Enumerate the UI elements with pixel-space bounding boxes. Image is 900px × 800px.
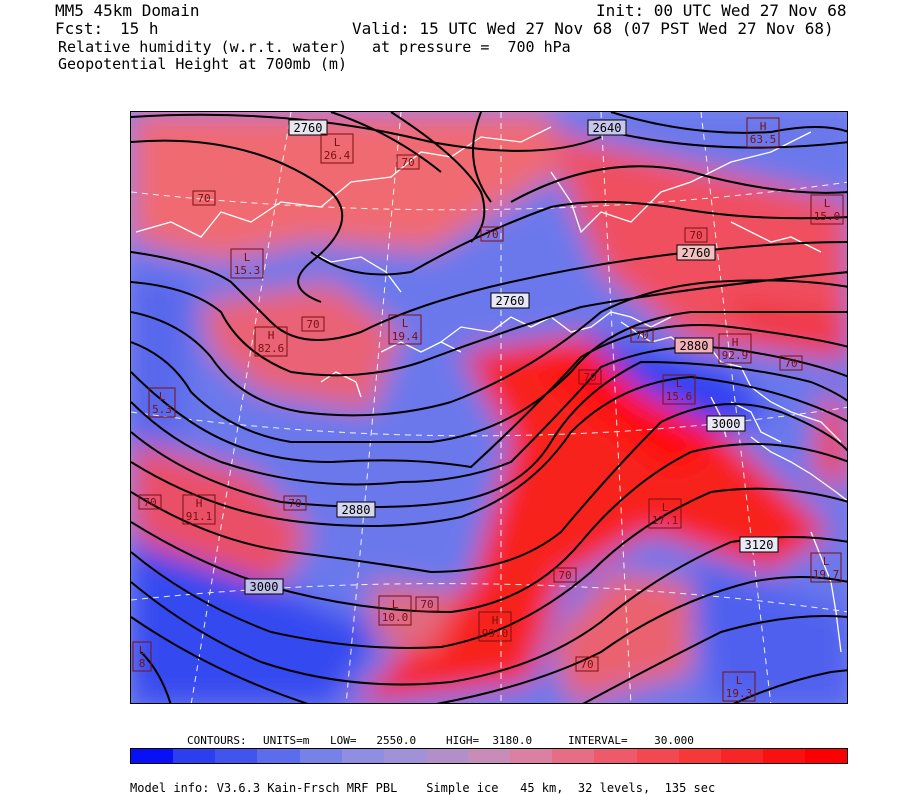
extremum-kind: H	[492, 614, 499, 627]
extremum-value: 8	[139, 657, 146, 670]
contours-low: LOW= 2550.0	[330, 734, 417, 747]
extremum-value: 15.6	[666, 390, 693, 403]
height-label: 2880	[342, 503, 371, 517]
humidity-label: 70	[197, 192, 210, 205]
height-label: 2640	[593, 121, 622, 135]
color-bar-swatch	[383, 749, 426, 763]
humidity-label: 70	[401, 156, 414, 169]
extremum-kind: H	[760, 120, 767, 133]
color-bar-swatch	[173, 749, 216, 763]
color-bar-swatch	[341, 749, 384, 763]
humidity-label: 70	[635, 329, 648, 342]
color-bar-swatch	[552, 749, 595, 763]
color-bar-swatch	[299, 749, 342, 763]
height-label: 2760	[294, 121, 323, 135]
humidity-label: 70	[420, 598, 433, 611]
color-bar-swatch	[131, 749, 174, 763]
height-label-group: 2760 2640 2760 2760 2880 3000 2880 3000 …	[244, 119, 779, 595]
extremum-kind: L	[159, 390, 166, 403]
map-canvas: 2760 2640 2760 2760 2880 3000 2880 3000 …	[131, 112, 847, 703]
extremum-kind: L	[139, 644, 146, 657]
extremum-kind: L	[676, 377, 683, 390]
extremum-kind: H	[196, 497, 203, 510]
pressure-level: at pressure = 700 hPa	[372, 38, 571, 56]
extremum-value: 99.0	[482, 627, 509, 640]
field-humidity-title: Relative humidity (w.r.t. water)	[58, 38, 347, 56]
height-label: 2760	[496, 294, 525, 308]
extremum-value: 63.5	[750, 133, 777, 146]
color-bar-swatch	[510, 749, 553, 763]
extremum-value: 19.4	[392, 330, 419, 343]
height-label: 3120	[745, 538, 774, 552]
contours-units: UNITS=m	[263, 734, 310, 747]
color-bar-swatch	[215, 749, 258, 763]
color-bar-swatch	[468, 749, 511, 763]
extremum-value: 92.9	[722, 349, 749, 362]
humidity-label: 70	[558, 569, 571, 582]
extremum-kind: L	[392, 598, 399, 611]
extremum-value: 91.1	[186, 510, 213, 523]
graticule	[131, 112, 847, 703]
extremum-kind: L	[824, 197, 831, 210]
extremum-value: 17.1	[652, 514, 679, 527]
humidity-label-group: 70 70 70 70 70 70 70 70 70 70 70 70 70	[138, 154, 803, 672]
humidity-label: 70	[583, 371, 596, 384]
extremum-kind: H	[732, 336, 739, 349]
valid-time: Valid: 15 UTC Wed 27 Nov 68 (07 PST Wed …	[352, 19, 834, 38]
extremum-value: 19.7	[813, 568, 840, 581]
extremum-kind: L	[823, 555, 830, 568]
forecast-hour: 15 h	[120, 19, 159, 38]
color-bar-swatch	[762, 749, 805, 763]
height-label: 2760	[682, 246, 711, 260]
extremum-value: 5.3	[152, 403, 172, 416]
extremum-kind: L	[662, 501, 669, 514]
model-info: Model info: V3.6.3 Kain-Frsch MRF PBL Si…	[130, 781, 716, 795]
height-label: 2880	[680, 339, 709, 353]
humidity-label: 70	[306, 318, 319, 331]
extremum-value: 15.0	[814, 210, 841, 223]
humidity-label: 70	[784, 357, 797, 370]
extremum-kind: L	[334, 136, 341, 149]
domain-title: MM5 45km Domain	[55, 1, 200, 20]
color-bar-swatch	[636, 749, 679, 763]
extremum-value: 19.3	[726, 687, 753, 700]
height-label: 3000	[712, 417, 741, 431]
color-bar	[130, 748, 848, 764]
extremum-value: 10.0	[382, 611, 409, 624]
extremum-value: 26.4	[324, 149, 351, 162]
color-bar-swatch	[594, 749, 637, 763]
color-bar-swatch	[678, 749, 721, 763]
height-label: 3000	[250, 580, 279, 594]
contours-high: HIGH= 3180.0	[446, 734, 533, 747]
humidity-label: 70	[580, 658, 593, 671]
humidity-label: 70	[485, 228, 498, 241]
extremum-kind: L	[244, 251, 251, 264]
color-bar-swatch	[257, 749, 300, 763]
map-panel: 2760 2640 2760 2760 2880 3000 2880 3000 …	[130, 111, 848, 704]
humidity-label: 70	[288, 497, 301, 510]
forecast-label: Fcst:	[55, 19, 104, 38]
color-bar-swatch	[425, 749, 468, 763]
extremum-value: 82.6	[258, 342, 285, 355]
contours-label: CONTOURS:	[187, 734, 247, 747]
color-bar-swatch	[720, 749, 763, 763]
init-time: Init: 00 UTC Wed 27 Nov 68	[596, 1, 847, 20]
extremum-kind: L	[736, 674, 743, 687]
extremum-kind: H	[268, 329, 275, 342]
humidity-label: 70	[689, 229, 702, 242]
field-height-title: Geopotential Height at 700mb (m)	[58, 55, 347, 73]
contours-interval: INTERVAL= 30.000	[568, 734, 694, 747]
extremum-kind: L	[402, 317, 409, 330]
extremum-value: 15.3	[234, 264, 261, 277]
humidity-label: 70	[143, 496, 156, 509]
color-bar-swatch	[805, 749, 848, 763]
height-contours	[131, 112, 847, 703]
extrema-group: H63.5 L26.4 L15.0 L15.3 H82.6 L19.4 H92.…	[132, 117, 844, 702]
